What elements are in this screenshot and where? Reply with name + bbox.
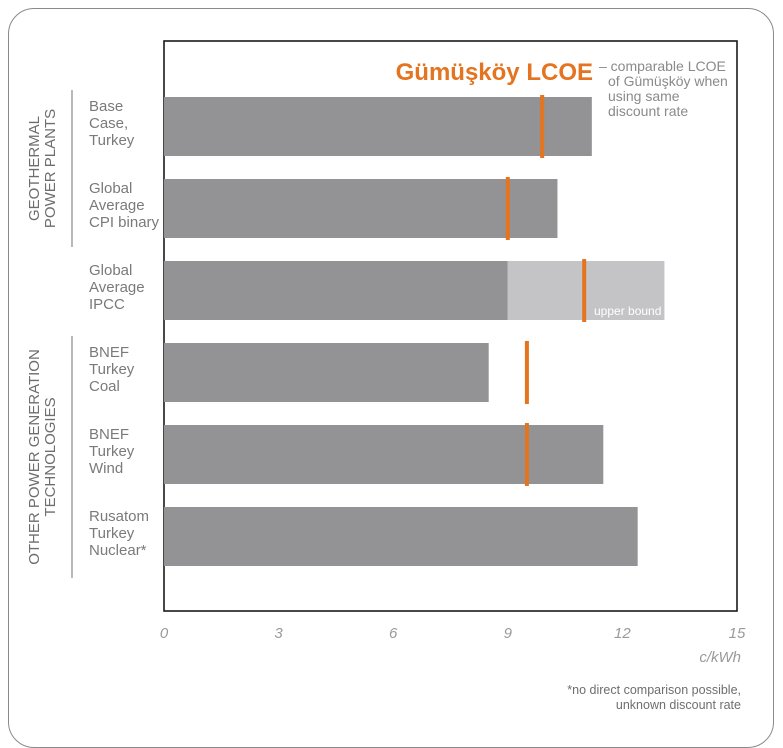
lcoe-marker (582, 259, 587, 322)
group-label: OTHER POWER GENERATIONTECHNOLOGIES (26, 349, 59, 565)
category-label: Base Case, Turkey (89, 98, 135, 149)
upper-bound-label: upper bound (594, 304, 661, 318)
legend-note-text: – comparable LCOE of Gümüşköy when using s… (599, 58, 728, 119)
category-labels: Base Case, Turkey Global Average CPI binary Gl… (89, 98, 160, 559)
bar (164, 179, 558, 238)
x-tick-label: 9 (504, 625, 513, 642)
bar (164, 97, 592, 156)
x-tick-label: 0 (160, 625, 169, 642)
category-label: Global Average IPCC (89, 262, 145, 313)
lcoe-markers (505, 95, 587, 486)
bar (164, 343, 489, 402)
group-labels: GEOTHERMALPOWER PLANTS OTHER POWER GENERA… (26, 90, 73, 578)
lcoe-marker (524, 341, 529, 404)
lcoe-marker (540, 95, 545, 158)
x-tick-label: 12 (614, 625, 631, 642)
x-tick-label: 3 (274, 625, 283, 642)
category-label: Rusatom Turkey Nuclear* (89, 508, 149, 559)
x-axis-ticks: 0 3 6 9 12 15 (160, 625, 746, 642)
bar (164, 425, 604, 484)
x-axis-label: c/kWh (699, 649, 741, 666)
bar (164, 261, 508, 320)
category-label: Global Average CPI binary (89, 180, 160, 231)
x-tick-label: 6 (389, 625, 398, 642)
category-label: BNEF Turkey Wind (89, 426, 135, 477)
x-tick-label: 15 (729, 625, 746, 642)
footnote-text: *no direct comparison possible, unknown d… (567, 683, 741, 712)
legend-note: – comparable LCOE of Gümüşköy when using s… (599, 58, 728, 119)
lcoe-marker (505, 177, 510, 240)
lcoe-bar-chart: upper bound Base Case, Turkey Global Average… (26, 40, 746, 712)
footnote: *no direct comparison possible, unknown d… (567, 683, 741, 712)
bars: upper bound (164, 97, 665, 566)
lcoe-marker (524, 423, 529, 486)
group-label: GEOTHERMALPOWER PLANTS (26, 109, 59, 228)
category-label: BNEF Turkey Coal (89, 344, 135, 395)
chart-title: Gümüşköy LCOE (396, 59, 593, 86)
bar (164, 507, 638, 566)
